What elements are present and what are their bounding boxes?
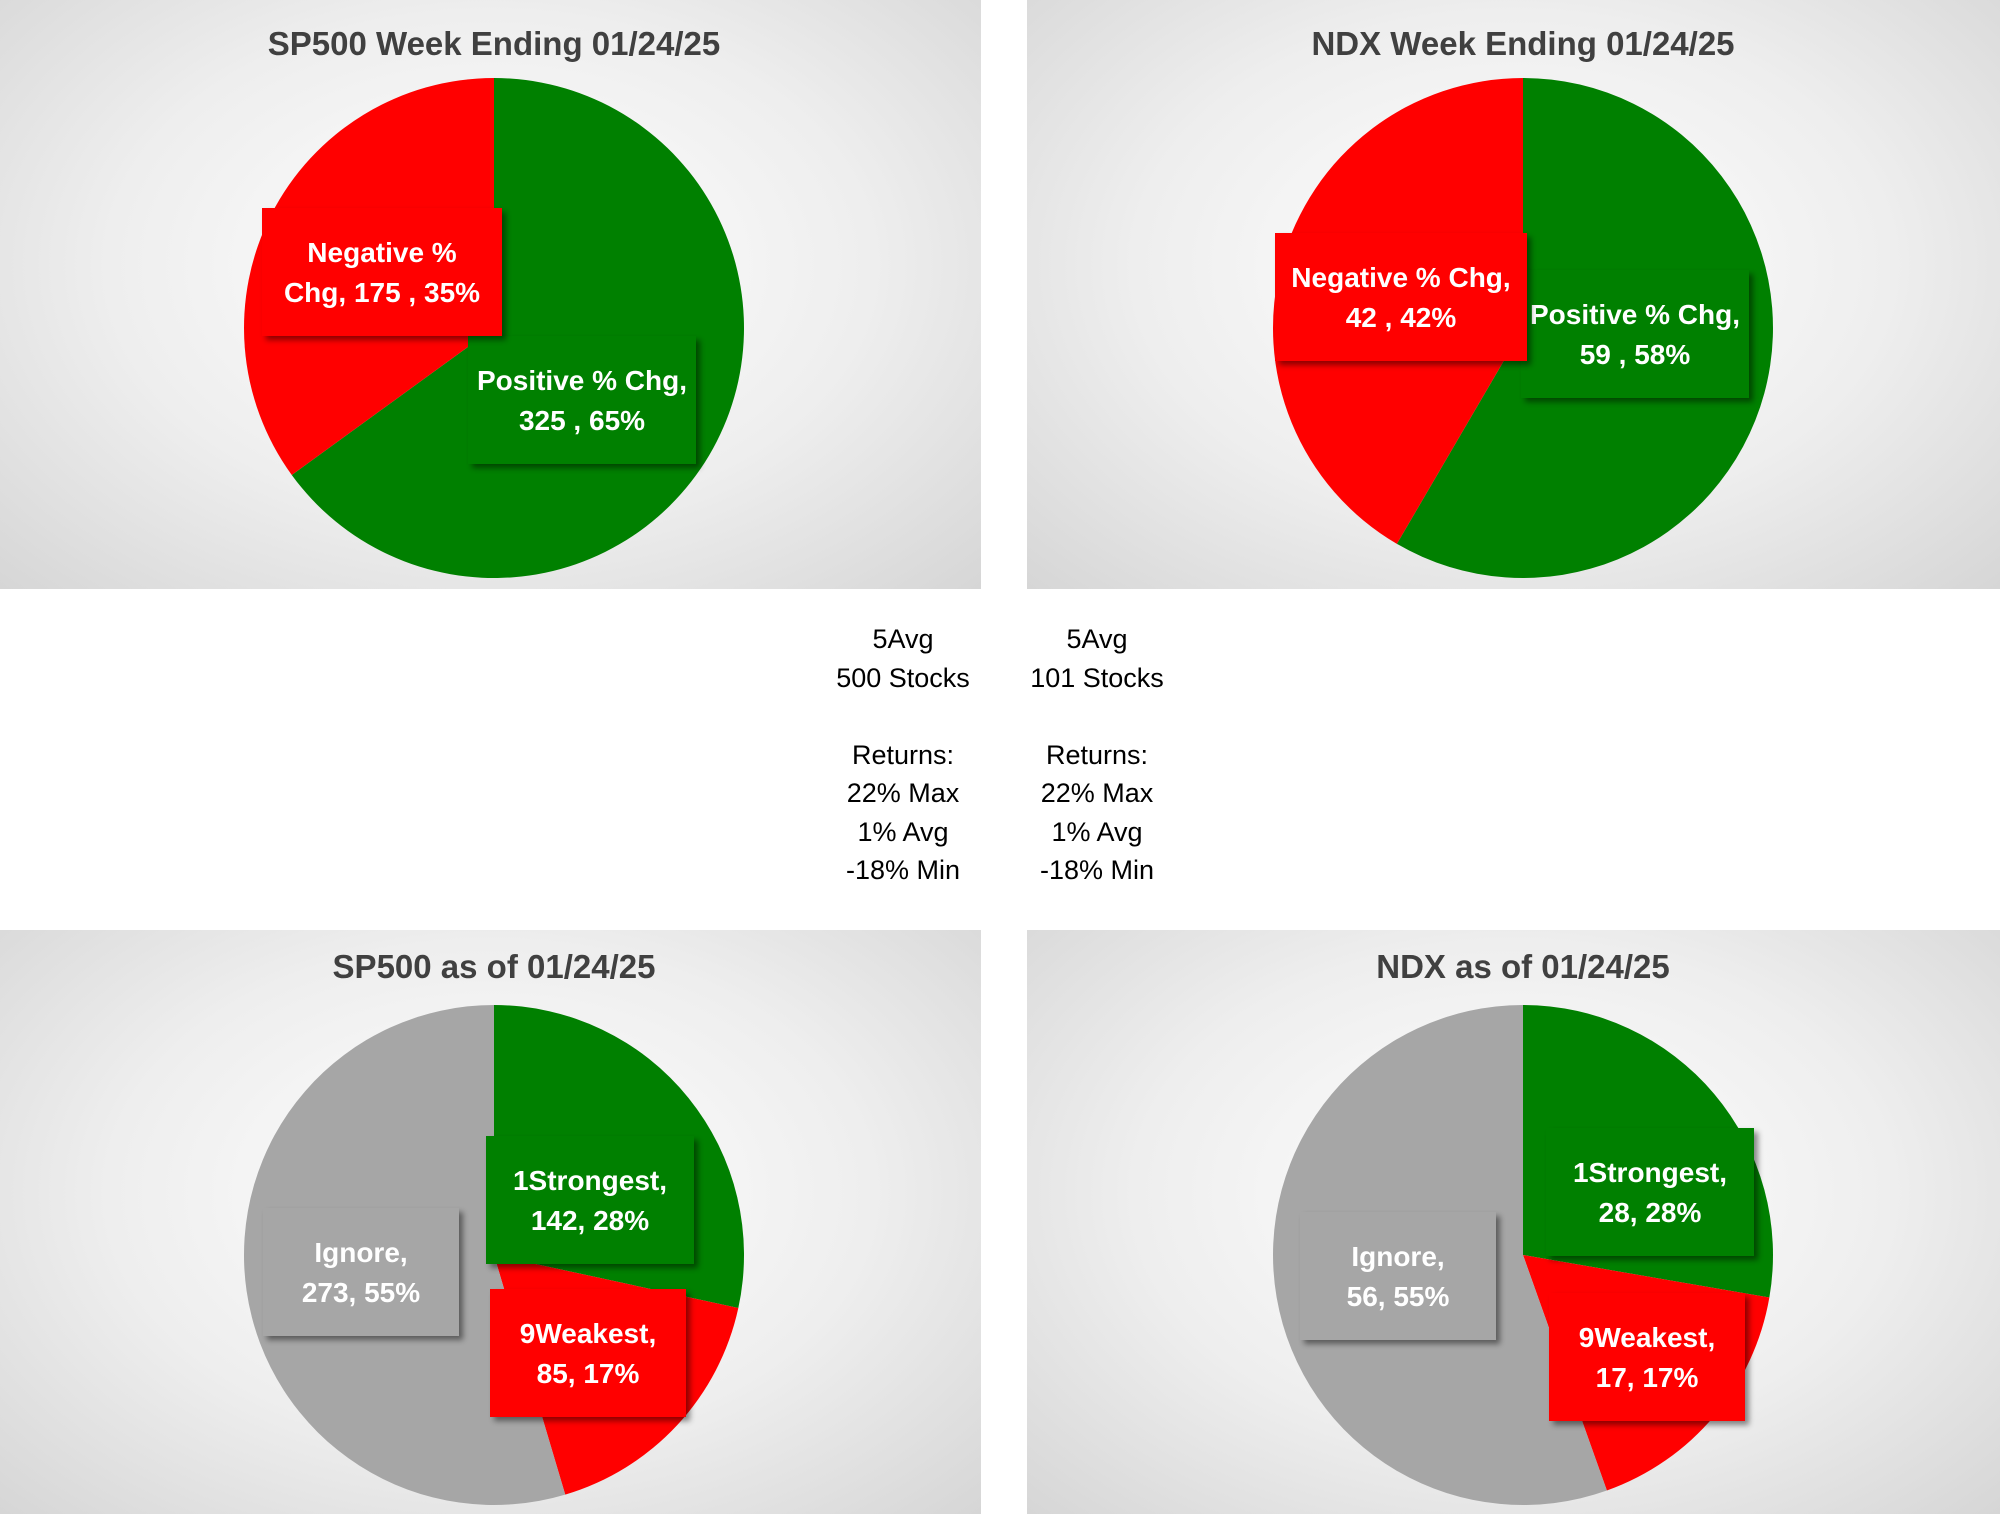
data-label-box — [468, 336, 696, 464]
data-label-text: 56, 55% — [1347, 1281, 1450, 1312]
stats-line: 101 Stocks — [1030, 662, 1164, 693]
sp500-asof-pie-panel: SP500 as of 01/24/25 1Strongest, 142, 28% 9… — [0, 930, 981, 1514]
data-label-text: 17, 17% — [1596, 1362, 1699, 1393]
data-label: 9Weakest, 17, 17% — [1549, 1293, 1745, 1421]
data-label-text: 273, 55% — [302, 1277, 420, 1308]
data-label: Negative % Chg, 175 , 35% — [262, 208, 502, 336]
ndx-asof-pie-panel: NDX as of 01/24/25 1Strongest, 28, 28% 9Wea… — [1027, 930, 2000, 1514]
data-label: Ignore, 56, 55% — [1300, 1212, 1496, 1340]
data-label-box — [1521, 270, 1749, 398]
data-label: Ignore, 273, 55% — [263, 1208, 459, 1336]
data-label-text: 1Strongest, — [1573, 1157, 1727, 1188]
data-label-text: Negative % — [307, 237, 456, 268]
data-label: Positive % Chg, 59 , 58% — [1521, 270, 1749, 398]
data-label-box — [486, 1136, 694, 1264]
stats-line: 5Avg — [872, 624, 934, 654]
data-label-text: Negative % Chg, — [1291, 262, 1510, 293]
data-label: Negative % Chg, 42 , 42% — [1275, 233, 1527, 361]
data-label-text: Ignore, — [314, 1237, 407, 1268]
data-label-text: 28, 28% — [1599, 1197, 1702, 1228]
stats-line: 1% Avg — [1051, 816, 1143, 847]
stats-line — [803, 697, 1003, 736]
ndx-week-pie-panel: NDX Week Ending 01/24/25 Positive % Chg, 5… — [1027, 0, 2000, 589]
data-label: 1Strongest, 28, 28% — [1546, 1128, 1754, 1256]
stats-line — [997, 697, 1197, 736]
data-label-text: 85, 17% — [537, 1358, 640, 1389]
data-label-text: 9Weakest, — [1579, 1322, 1715, 1353]
stats-line: 22% Max — [846, 778, 960, 808]
data-label-box — [1549, 1293, 1745, 1421]
data-label-box — [490, 1289, 686, 1417]
stats-line: Returns: — [851, 739, 955, 770]
data-label-box — [1546, 1128, 1754, 1256]
data-label: 1Strongest, 142, 28% — [486, 1136, 694, 1264]
data-label-text: Ignore, — [1351, 1241, 1444, 1272]
data-label-text: Positive % Chg, — [1530, 299, 1740, 330]
chart-title: NDX as of 01/24/25 — [1376, 948, 1670, 985]
chart-title: SP500 as of 01/24/25 — [333, 948, 656, 985]
data-label-text: Positive % Chg, — [477, 365, 687, 396]
sp500-stats-block: 5Avg 500 Stocks Returns: 22% Max 1% Avg … — [803, 620, 1003, 890]
data-label-text: Chg, 175 , 35% — [284, 277, 480, 308]
data-label: Positive % Chg, 325 , 65% — [468, 336, 696, 464]
data-label-text: 59 , 58% — [1580, 339, 1691, 370]
stats-line: -18% Min — [845, 855, 961, 885]
data-label-text: 42 , 42% — [1346, 302, 1457, 333]
data-label-text: 1Strongest, — [513, 1165, 667, 1196]
sp500-week-pie-panel: SP500 Week Ending 01/24/25 Positive % Chg… — [0, 0, 981, 589]
data-label-box — [1300, 1212, 1496, 1340]
data-label: 9Weakest, 85, 17% — [490, 1289, 686, 1417]
stats-line: 1% Avg — [857, 816, 949, 847]
data-label-text: 325 , 65% — [519, 405, 645, 436]
chart-title: SP500 Week Ending 01/24/25 — [268, 25, 720, 62]
stats-line: 22% Max — [1040, 778, 1154, 808]
data-label-text: 142, 28% — [531, 1205, 649, 1236]
data-label-box — [263, 1208, 459, 1336]
data-label-box — [1275, 233, 1527, 361]
stats-line: -18% Min — [1039, 855, 1155, 885]
chart-title: NDX Week Ending 01/24/25 — [1311, 25, 1734, 62]
stats-line: 500 Stocks — [836, 662, 970, 693]
data-label-box — [262, 208, 502, 336]
data-label-text: 9Weakest, — [520, 1318, 656, 1349]
stats-line: Returns: — [1045, 739, 1149, 770]
stats-line: 5Avg — [1066, 624, 1128, 654]
ndx-stats-block: 5Avg 101 Stocks Returns: 22% Max 1% Avg … — [997, 620, 1197, 890]
